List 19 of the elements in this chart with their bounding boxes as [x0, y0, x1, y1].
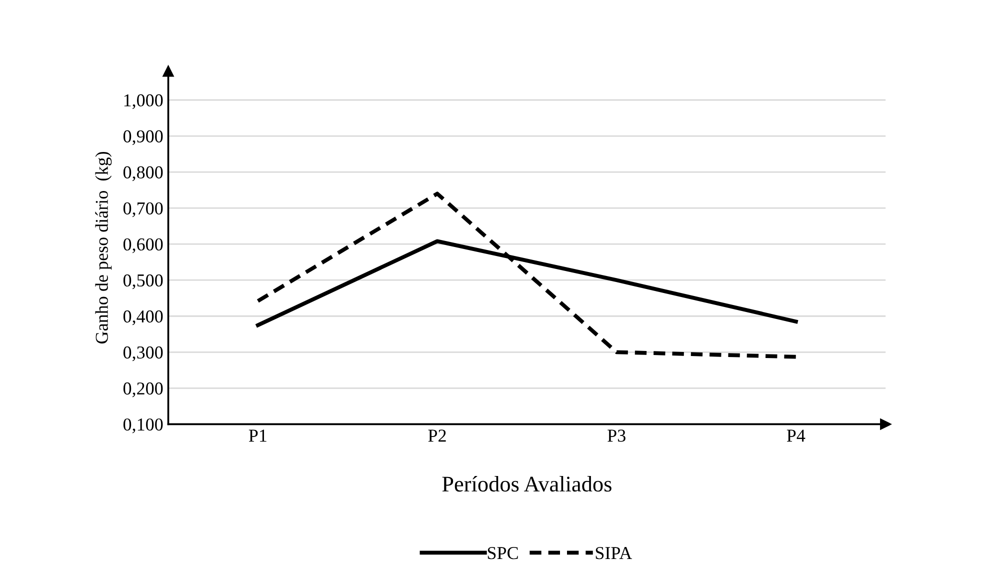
x-tick-label: P1: [248, 430, 266, 442]
y-tick-label: 0,200: [123, 382, 163, 398]
x-tick-label: P2: [428, 430, 446, 442]
y-tick-label: 0,600: [123, 238, 163, 254]
x-axis-title: Períodos Avaliados: [442, 476, 612, 492]
y-tick-label: 0,700: [123, 202, 163, 218]
line-series: [256, 192, 798, 359]
legend-label: SIPA: [596, 547, 632, 560]
legend-label: SPC: [488, 547, 518, 560]
y-tick-label: 0,900: [123, 130, 163, 146]
y-tick-label: 0,300: [123, 346, 163, 362]
y-tick-label: 0,100: [123, 418, 163, 434]
y-tick-label: 0,400: [123, 310, 163, 326]
y-tick-label: 1,000: [124, 94, 163, 110]
y-tick-label: 0,800: [123, 166, 163, 182]
x-tick-label: P3: [608, 430, 626, 442]
y-axis-title: Ganho de peso diário (kg): [95, 152, 112, 344]
y-tick-label: 0,500: [123, 274, 163, 290]
x-tick-label: P4: [786, 430, 806, 442]
